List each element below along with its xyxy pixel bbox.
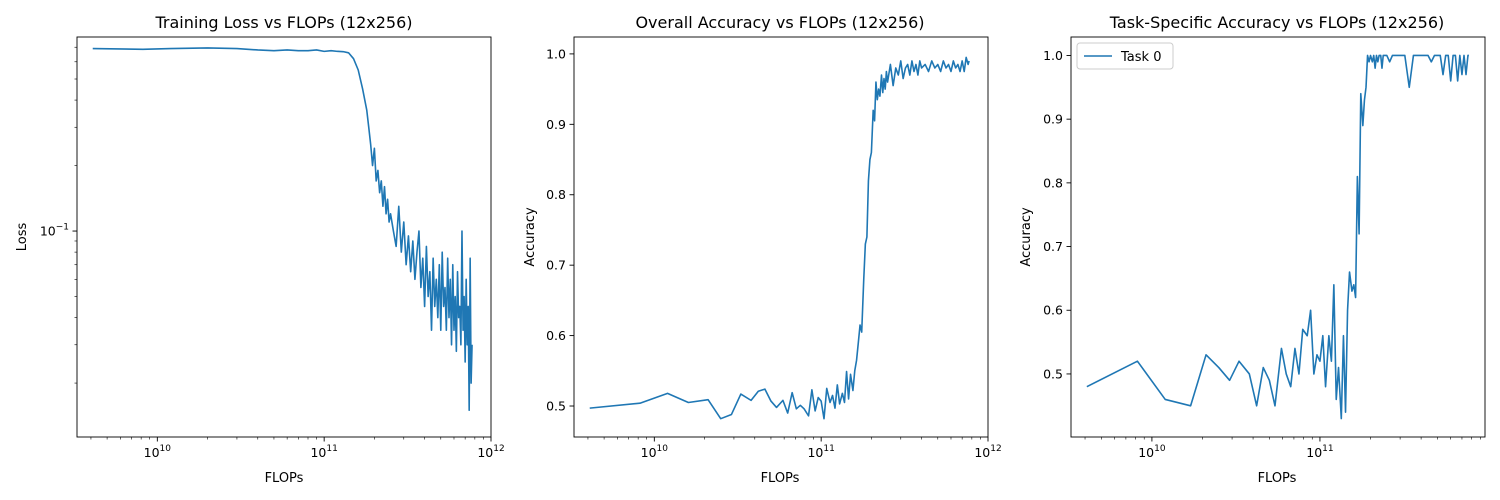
y-axis-label: Accuracy: [1019, 207, 1034, 267]
x-tick-label: 1011: [807, 444, 834, 460]
subplot-training-loss: Training Loss vs FLOPs (12x256) FLOPs Lo…: [15, 13, 505, 486]
y-tick-label: 0.9: [546, 117, 566, 132]
y-tick-label: 10−1: [40, 223, 69, 239]
x-tick-label: 1010: [641, 444, 669, 460]
y-tick-label: 1.0: [546, 46, 566, 61]
x-tick-label: 1011: [310, 444, 337, 460]
chart-title: Task-Specific Accuracy vs FLOPs (12x256): [1109, 13, 1444, 32]
legend: Task 0: [1076, 42, 1174, 70]
y-axis-label: Accuracy: [523, 207, 538, 267]
legend-label: Task 0: [1120, 50, 1161, 65]
chart-title: Training Loss vs FLOPs (12x256): [154, 13, 412, 32]
y-tick-label: 0.8: [1043, 175, 1063, 190]
y-tick-label: 0.6: [1043, 303, 1063, 318]
x-axis-label: FLOPs: [761, 471, 800, 486]
x-tick-label: 1012: [477, 444, 504, 460]
y-axis-label: Loss: [15, 223, 30, 252]
y-tick-label: 1.0: [1043, 48, 1063, 63]
y-tick-label: 0.5: [546, 399, 566, 414]
subplot-task-accuracy: Task-Specific Accuracy vs FLOPs (12x256)…: [1019, 13, 1486, 486]
y-tick-label: 0.5: [1043, 366, 1063, 381]
series-line-0: [92, 47, 473, 412]
x-tick-label: 1012: [974, 444, 1001, 460]
subplot-overall-accuracy: Overall Accuracy vs FLOPs (12x256) FLOPs…: [523, 13, 1002, 486]
y-tick-label: 0.7: [1043, 239, 1063, 254]
y-tick-label: 0.9: [1043, 112, 1063, 127]
x-tick-label: 1010: [1138, 444, 1166, 460]
legend-box: [1076, 42, 1174, 70]
y-tick-label: 0.6: [546, 328, 566, 343]
plot-frame: [76, 36, 492, 438]
x-tick-label: 1010: [144, 444, 172, 460]
chart-title: Overall Accuracy vs FLOPs (12x256): [635, 13, 924, 32]
series-line-0: [589, 56, 970, 420]
plot-frame: [573, 36, 989, 438]
y-tick-label: 0.7: [546, 258, 566, 273]
x-axis-label: FLOPs: [1258, 471, 1297, 486]
x-axis-label: FLOPs: [265, 471, 304, 486]
x-tick-label: 1011: [1306, 444, 1333, 460]
series-line-0: [1086, 54, 1469, 420]
y-tick-label: 0.8: [546, 187, 566, 202]
plot-frame: [1070, 36, 1486, 438]
